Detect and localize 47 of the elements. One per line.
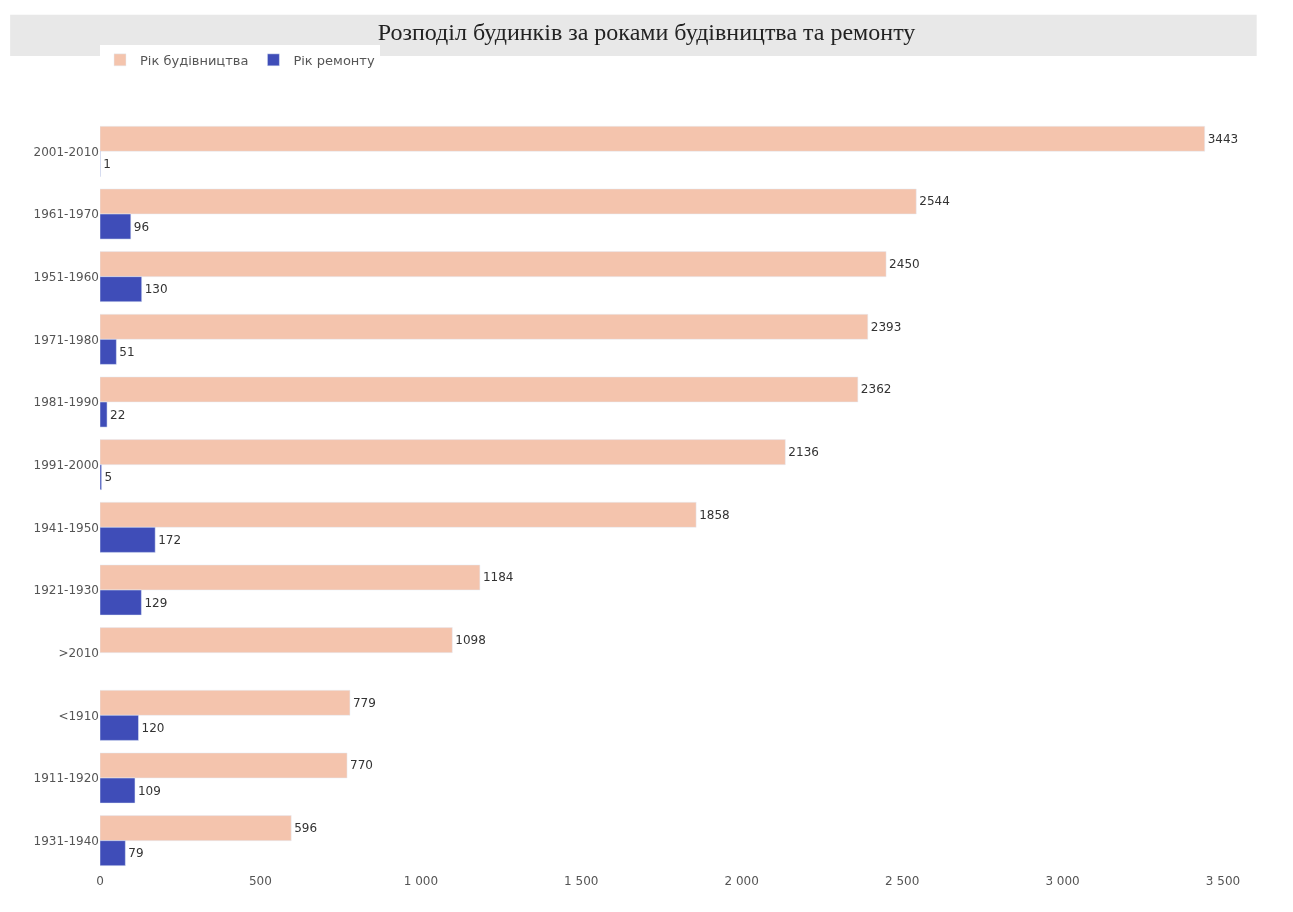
data-label: 22 xyxy=(110,407,126,422)
data-label: 2450 xyxy=(889,257,920,272)
y-tick-label: 1911-1920 xyxy=(33,771,99,786)
bar xyxy=(100,627,453,653)
legend-label: Рік будівництва xyxy=(140,52,249,68)
y-tick-label: 1951-1960 xyxy=(33,269,99,284)
x-tick-label: 3 000 xyxy=(1045,874,1080,888)
y-tick-label: 1921-1930 xyxy=(33,583,99,598)
data-label: 51 xyxy=(119,344,135,359)
x-tick-label: 500 xyxy=(248,874,272,888)
data-label: 96 xyxy=(133,219,150,234)
data-label: 596 xyxy=(294,821,318,836)
x-tick-label: 2 000 xyxy=(724,874,759,888)
y-tick-label: 1981-1990 xyxy=(33,395,99,410)
x-tick-label: 0 xyxy=(96,874,104,888)
x-tick-label: 1 000 xyxy=(403,874,439,888)
y-tick-label: 1941-1950 xyxy=(33,520,99,535)
data-label: 1 xyxy=(103,156,111,171)
legend-label: Рік ремонту xyxy=(293,52,375,68)
data-label: 1098 xyxy=(455,633,486,648)
data-label: 130 xyxy=(144,282,168,297)
data-label: 2544 xyxy=(919,194,950,209)
y-tick-label: 1991-2000 xyxy=(33,457,99,472)
data-label: 120 xyxy=(141,720,165,735)
data-label: 2393 xyxy=(870,319,902,334)
y-tick-label: 1961-1970 xyxy=(33,207,99,222)
data-label: 779 xyxy=(352,695,376,710)
x-tick-label: 3 500 xyxy=(1205,874,1241,888)
data-label: 1184 xyxy=(482,570,514,585)
x-tick-label: 2 500 xyxy=(884,874,920,888)
y-tick-label: 1931-1940 xyxy=(33,833,99,848)
chart-title: Розподіл будинків за роками будівництва та ремонту xyxy=(377,18,916,45)
x-tick-label: 1 500 xyxy=(564,874,599,888)
data-label: 79 xyxy=(128,846,144,861)
y-tick-label: 1971-1980 xyxy=(33,332,99,347)
data-label: 770 xyxy=(350,758,373,773)
data-label: 5 xyxy=(104,470,113,485)
data-label: 129 xyxy=(144,595,168,610)
data-label: 2362 xyxy=(860,382,892,397)
data-label: 109 xyxy=(137,783,161,798)
data-label: 2136 xyxy=(788,445,819,460)
data-label: 3443 xyxy=(1207,131,1239,146)
y-tick-label: <1910 xyxy=(58,708,99,723)
data-label: 172 xyxy=(158,532,182,547)
y-tick-label: 2001-2010 xyxy=(33,144,99,159)
y-tick-label: >2010 xyxy=(58,645,99,660)
data-label: 1858 xyxy=(699,507,730,522)
